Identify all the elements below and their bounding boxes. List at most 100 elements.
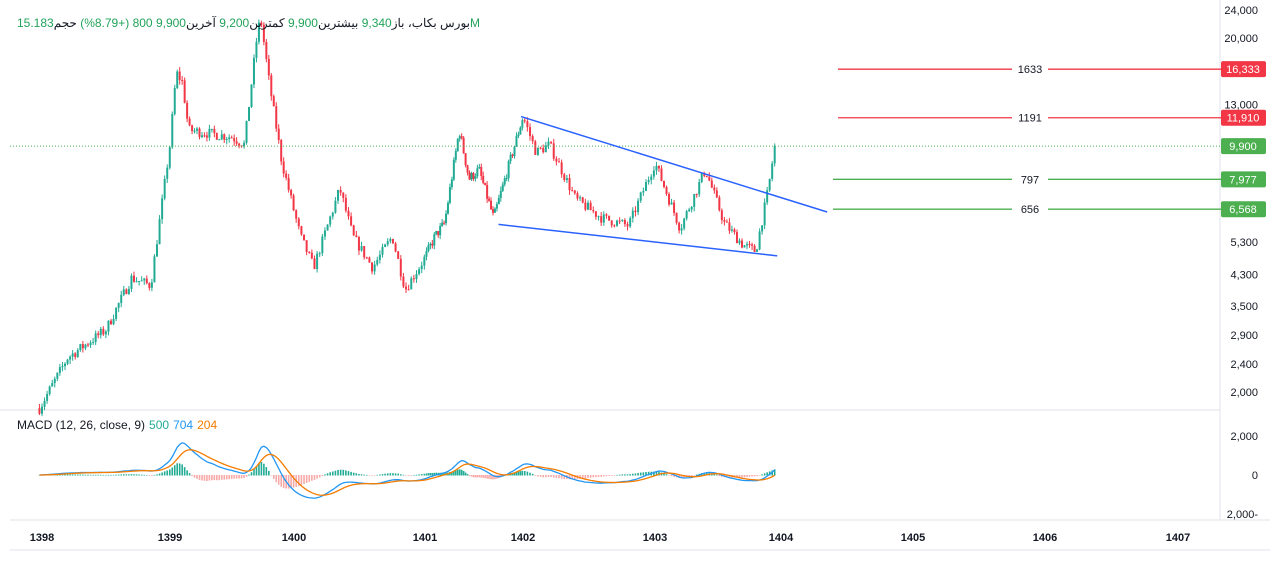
- candle: [715, 190, 718, 198]
- candle: [441, 222, 444, 226]
- current-price-tag: [1221, 138, 1266, 155]
- macd-histogram-bar: [494, 475, 496, 480]
- macd-histogram-bar: [213, 475, 216, 481]
- candle: [110, 320, 113, 325]
- macd-histogram-bar: [468, 475, 471, 476]
- macd-histogram-bar: [433, 472, 436, 476]
- candle: [248, 106, 251, 121]
- candle: [486, 185, 489, 199]
- volume-label: حجم: [53, 16, 77, 30]
- y-tick-label: 13,000: [1224, 99, 1258, 111]
- candle: [507, 161, 510, 179]
- candle: [235, 141, 238, 144]
- macd-histogram-bar: [191, 475, 193, 477]
- macd-histogram-bar: [394, 473, 397, 476]
- macd-histogram-bar: [168, 469, 171, 476]
- macd-histogram-bar: [451, 471, 453, 476]
- candle: [568, 178, 571, 191]
- macd-histogram-bar: [571, 475, 573, 480]
- macd-histogram-bar: [435, 472, 438, 476]
- candle: [230, 137, 233, 139]
- macd-histogram-bar: [488, 475, 490, 479]
- candle: [600, 216, 603, 223]
- candle: [331, 212, 334, 217]
- candle: [265, 41, 268, 59]
- candle: [513, 146, 516, 156]
- candle: [678, 222, 681, 231]
- candle: [768, 178, 771, 191]
- macd-histogram-bar: [713, 474, 716, 476]
- macd-histogram-bar: [655, 471, 658, 476]
- macd-signal-line: [39, 449, 776, 496]
- candle: [655, 165, 658, 171]
- candle: [166, 167, 169, 179]
- symbol-name: بورس: [440, 16, 470, 30]
- level-price-tag: [1221, 171, 1266, 188]
- macd-histogram-bar: [726, 475, 728, 478]
- candle: [552, 143, 555, 159]
- macd-histogram-bar: [265, 467, 268, 476]
- macd-histogram-bar: [277, 475, 280, 485]
- macd-histogram-bar: [639, 472, 642, 476]
- symbol-company: بکاب،: [407, 16, 437, 30]
- macd-histogram-bar: [290, 475, 292, 489]
- candle: [410, 278, 413, 290]
- candle: [386, 241, 389, 245]
- candle: [326, 224, 329, 231]
- candle: [685, 211, 688, 219]
- macd-histogram-bar: [161, 472, 163, 476]
- candle: [316, 253, 319, 270]
- macd-histogram-bar: [534, 475, 537, 476]
- macd-histogram-bar: [339, 469, 342, 476]
- macd-histogram-bar: [407, 475, 410, 476]
- candle: [723, 220, 726, 222]
- macd-histogram-bar: [38, 475, 41, 476]
- macd-histogram-bar: [253, 469, 255, 476]
- macd-histogram-bar: [597, 475, 600, 477]
- candle: [176, 71, 179, 89]
- macd-histogram-bar: [171, 467, 174, 476]
- candle: [448, 187, 451, 203]
- macd-histogram-bar: [193, 475, 196, 478]
- candle: [472, 173, 475, 179]
- macd-histogram-bar: [668, 475, 670, 476]
- candle: [178, 71, 181, 80]
- candle: [373, 264, 376, 272]
- macd-histogram-bar: [371, 475, 373, 476]
- candle: [171, 114, 174, 148]
- macd-histogram-bar: [484, 475, 486, 479]
- macd-histogram-bar: [642, 472, 645, 476]
- candle: [69, 356, 72, 360]
- macd-histogram-bar: [761, 474, 763, 476]
- candle: [107, 320, 110, 332]
- macd-histogram-bar: [693, 475, 695, 476]
- macd-histogram-bar: [392, 473, 394, 476]
- macd-histogram-bar: [318, 475, 321, 478]
- candle: [499, 190, 502, 198]
- macd-histogram-bar: [482, 475, 485, 478]
- candle: [360, 246, 363, 251]
- candle: [446, 202, 449, 214]
- candle: [61, 366, 64, 368]
- candle: [145, 278, 148, 284]
- candle: [205, 135, 208, 138]
- macd-histogram-bar: [690, 475, 693, 477]
- macd-histogram-bar: [545, 475, 547, 478]
- macd-histogram-bar: [474, 475, 477, 478]
- candle: [497, 197, 500, 205]
- candle: [344, 197, 347, 211]
- candle: [488, 198, 491, 201]
- candle: [112, 319, 115, 325]
- candle: [515, 136, 518, 147]
- candle: [243, 142, 246, 147]
- candle: [168, 147, 171, 168]
- macd-histogram-bar: [183, 467, 186, 476]
- macd-histogram-bar: [275, 475, 278, 483]
- macd-histogram-bar: [345, 470, 347, 476]
- macd-histogram-bar: [420, 474, 423, 476]
- macd-histogram-bar: [389, 473, 392, 476]
- candle: [743, 245, 746, 248]
- macd-histogram-bar: [476, 475, 479, 478]
- macd-histogram-bar: [140, 474, 143, 476]
